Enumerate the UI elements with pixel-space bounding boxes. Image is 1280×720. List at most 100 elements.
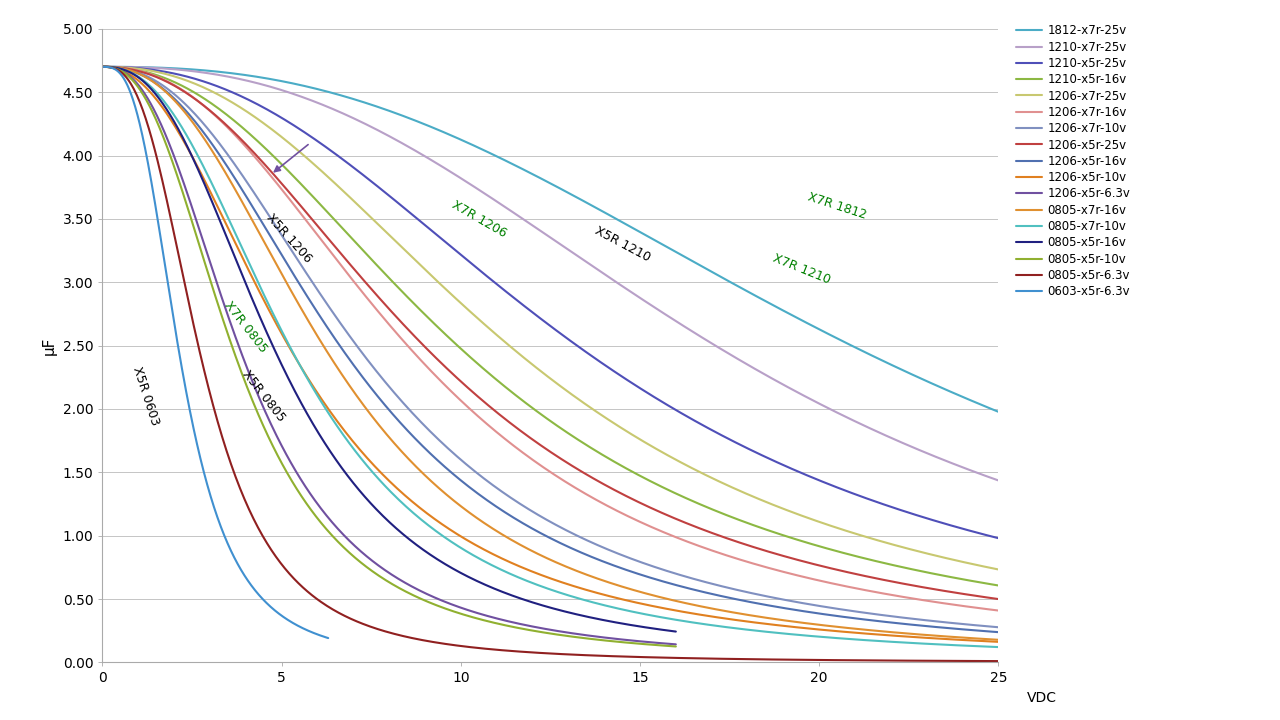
0805-x5r-6.3v [692,654,708,662]
0603-x5r-6.3v [320,634,335,642]
0805-x5r-10v [355,559,370,567]
1812-x7r-25v [623,222,639,231]
Text: X5R 1210: X5R 1210 [593,224,652,264]
0805-x5r-16v [242,289,257,297]
Text: VDC: VDC [1027,691,1057,705]
0805-x5r-6.3v [253,528,269,537]
1206-x7r-10v [500,491,516,500]
1206-x5r-6.3v [477,611,493,620]
1206-x5r-25v [500,417,516,426]
1206-x7r-10v [991,623,1006,631]
0805-x5r-6.3v [95,63,110,71]
Line: 1206-x5r-25v: 1206-x5r-25v [102,67,998,599]
1206-x5r-16v [692,587,708,595]
0805-x7r-16v [991,636,1006,644]
0805-x5r-16v [526,598,541,607]
1206-x7r-16v [253,160,269,168]
1206-x5r-10v [325,411,340,420]
1206-x7r-16v [95,63,110,71]
0805-x5r-16v [477,580,493,589]
1812-x7r-25v [95,63,110,71]
1206-x5r-16v [95,63,110,71]
1206-x5r-10v [95,63,110,71]
Text: X7R 1206: X7R 1206 [449,198,508,240]
1206-x7r-10v [692,577,708,585]
Line: 0805-x5r-6.3v: 0805-x5r-6.3v [102,67,998,661]
1210-x5r-25v [623,378,639,387]
Line: 0805-x7r-16v: 0805-x7r-16v [102,67,998,640]
1206-x7r-25v [95,63,110,71]
0603-x5r-6.3v [228,556,243,564]
0805-x5r-16v [668,627,684,636]
Line: 1206-x7r-10v: 1206-x7r-10v [102,67,998,627]
1210-x7r-25v [769,377,785,385]
1210-x5r-25v [500,289,516,297]
0805-x7r-16v [769,615,785,624]
1812-x7r-25v [325,89,340,97]
1206-x5r-10v [500,557,516,565]
Line: 0805-x5r-16v: 0805-x5r-16v [102,67,676,631]
1206-x5r-25v [325,240,340,248]
Line: 0805-x5r-10v: 0805-x5r-10v [102,67,676,647]
1206-x5r-25v [623,494,639,503]
1206-x5r-6.3v [433,595,448,604]
0805-x5r-6.3v [991,657,1006,665]
1206-x5r-10v [692,611,708,619]
1206-x7r-25v [500,340,516,348]
0805-x7r-10v [500,568,516,577]
Text: X7R 1210: X7R 1210 [771,252,832,287]
0805-x5r-16v [196,179,211,187]
Line: 1210-x7r-25v: 1210-x7r-25v [102,67,998,480]
1210-x7r-25v [692,333,708,341]
1812-x7r-25v [769,303,785,312]
0603-x5r-6.3v [95,63,110,71]
1206-x7r-10v [623,554,639,563]
Text: X5R 0805: X5R 0805 [239,368,288,425]
0805-x5r-10v [95,63,110,71]
0805-x5r-6.3v [500,647,516,655]
1210-x7r-25v [253,80,269,89]
1206-x7r-25v [692,468,708,477]
0805-x5r-6.3v [769,655,785,664]
0603-x5r-6.3v [134,131,150,140]
1206-x5r-16v [769,603,785,611]
Line: 1206-x5r-16v: 1206-x5r-16v [102,67,998,632]
1206-x7r-16v [769,566,785,575]
1210-x7r-25v [95,63,110,71]
1206-x5r-10v [623,597,639,606]
1206-x5r-16v [623,567,639,575]
1206-x5r-16v [500,510,516,518]
1206-x5r-6.3v [196,239,211,248]
0805-x7r-16v [253,232,269,240]
1206-x5r-6.3v [355,548,370,557]
1210-x5r-16v [692,500,708,509]
1206-x7r-10v [769,594,785,603]
0805-x7r-10v [991,643,1006,652]
1210-x5r-25v [253,102,269,110]
1210-x5r-16v [769,529,785,538]
1206-x5r-6.3v [668,640,684,649]
0805-x5r-10v [196,256,211,264]
1210-x7r-25v [500,204,516,213]
1812-x7r-25v [991,408,1006,416]
Line: 1206-x7r-25v: 1206-x7r-25v [102,67,998,570]
0603-x5r-6.3v [152,233,168,241]
1210-x5r-25v [991,534,1006,542]
Line: 1812-x7r-25v: 1812-x7r-25v [102,67,998,412]
1210-x7r-25v [991,476,1006,485]
0805-x7r-16v [95,63,110,71]
0805-x7r-16v [692,602,708,611]
1206-x7r-16v [325,251,340,259]
1812-x7r-25v [253,73,269,82]
Line: 1206-x5r-10v: 1206-x5r-10v [102,67,998,642]
0603-x5r-6.3v [197,470,212,479]
1210-x5r-25v [769,458,785,467]
1206-x7r-25v [253,117,269,126]
0805-x5r-10v [433,603,448,611]
Text: X5R 0603: X5R 0603 [129,365,161,428]
Line: 1206-x7r-16v: 1206-x7r-16v [102,67,998,611]
1206-x7r-25v [769,502,785,510]
1206-x7r-16v [692,542,708,551]
1206-x7r-25v [325,177,340,186]
1812-x7r-25v [692,261,708,270]
